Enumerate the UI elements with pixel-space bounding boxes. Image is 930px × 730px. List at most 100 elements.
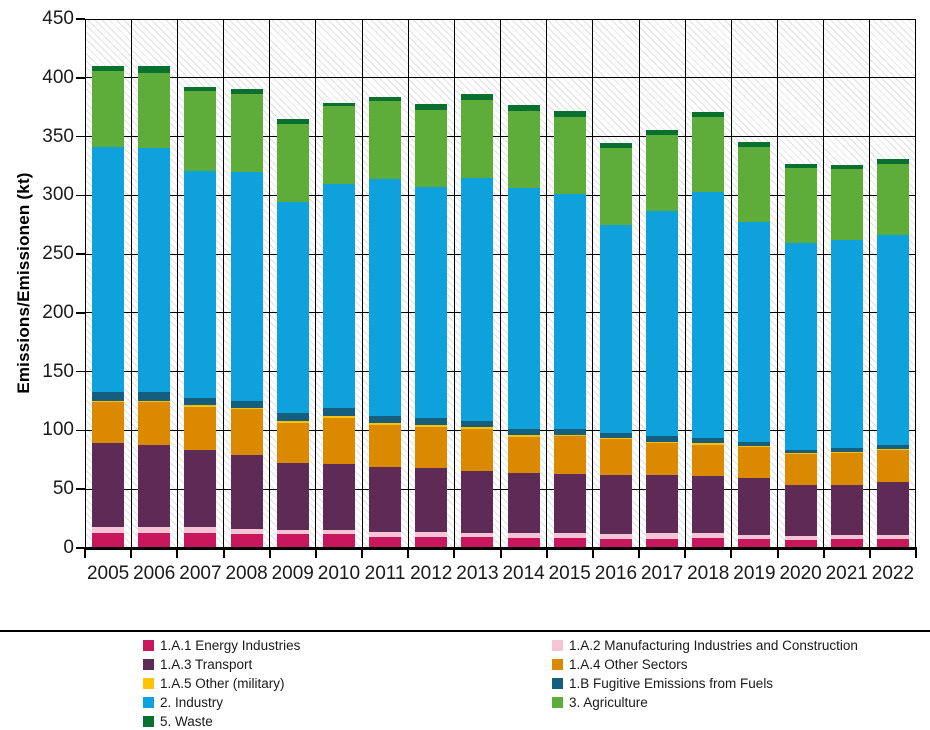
bar-segment [692, 438, 725, 443]
x-axis-tick [176, 549, 179, 558]
bar-segment [276, 534, 309, 548]
bar-segment [692, 191, 725, 439]
y-tick-label: 150 [42, 360, 74, 382]
x-tick-label: 2012 [410, 563, 453, 584]
bar-segment [784, 449, 817, 453]
bar-segment [784, 539, 817, 548]
vertical-gridline [453, 19, 455, 548]
bar-2005 [92, 65, 125, 548]
bar-segment [461, 426, 494, 429]
vertical-gridline [823, 19, 825, 548]
bar-2022 [876, 158, 909, 548]
bar-segment [507, 435, 540, 437]
bar-2014 [507, 105, 540, 548]
bar-2016 [599, 142, 632, 548]
bar-segment [184, 526, 217, 533]
bar-2019 [738, 141, 771, 548]
vertical-gridline [130, 19, 132, 548]
bar-segment [276, 422, 309, 464]
legend-label: 2. Industry [160, 695, 224, 710]
bar-segment [738, 446, 771, 479]
bar-segment [369, 425, 402, 467]
x-tick-label: 2011 [364, 563, 406, 584]
bar-segment [184, 90, 217, 171]
x-axis-tick [591, 549, 594, 558]
bar-segment [92, 443, 125, 528]
legend-item: 1.A.3 Transport [143, 655, 252, 674]
vertical-gridline [592, 19, 594, 548]
vertical-gridline [407, 19, 409, 548]
x-tick-label: 2017 [640, 563, 684, 584]
vertical-gridline [361, 19, 363, 548]
x-axis-tick [730, 549, 733, 558]
x-tick-label: 2007 [179, 563, 222, 584]
legend-swatch [143, 678, 154, 689]
x-axis-tick [268, 549, 271, 558]
x-axis-tick [868, 549, 871, 558]
bar-segment [738, 445, 771, 447]
bar-2010 [322, 102, 355, 548]
y-tick-label: 50 [52, 478, 74, 500]
y-axis-tick [76, 77, 85, 79]
bar-segment [830, 484, 863, 536]
legend-item: 3. Agriculture [552, 693, 648, 712]
bar-segment [599, 437, 632, 439]
bar-2015 [553, 111, 586, 548]
bar-segment [553, 111, 586, 118]
x-axis-tick [545, 549, 548, 558]
bar-segment [692, 476, 725, 533]
bar-segment [276, 119, 309, 125]
bar-segment [876, 234, 909, 446]
y-axis-tick [76, 253, 85, 255]
bar-segment [322, 534, 355, 548]
bar-segment [369, 415, 402, 424]
y-axis-tick [76, 547, 85, 549]
y-tick-label: 300 [42, 184, 74, 206]
vertical-gridline [500, 19, 501, 548]
bar-segment [646, 538, 679, 548]
bar-segment [461, 94, 494, 100]
legend-item: 2. Industry [143, 693, 223, 712]
bar-segment [230, 89, 263, 94]
bar-segment [738, 141, 771, 147]
bar-segment [461, 532, 494, 538]
bar-segment [599, 533, 632, 539]
bar-segment [184, 87, 217, 91]
x-tick-label: 2015 [548, 563, 591, 584]
bar-segment [646, 134, 679, 211]
bar-segment [184, 405, 217, 407]
bar-segment [830, 535, 863, 540]
bar-segment [230, 409, 263, 456]
bar-segment [507, 436, 540, 474]
bar-segment [876, 534, 909, 540]
bar-segment [322, 184, 355, 408]
bar-segment [415, 417, 448, 426]
bar-2011 [369, 96, 402, 548]
legend-label: 3. Agriculture [569, 695, 648, 710]
x-axis-tick [915, 549, 917, 558]
bar-segment [92, 65, 125, 71]
bar-segment [738, 478, 771, 535]
y-axis-tick [76, 135, 85, 138]
vertical-gridline [269, 19, 271, 548]
bar-2013 [461, 94, 494, 548]
x-tick-label: 2008 [225, 563, 268, 584]
bar-segment [738, 534, 771, 539]
bar-segment [646, 441, 679, 444]
legend-label: 1.A.3 Transport [160, 657, 253, 672]
x-tick-label: 2013 [456, 563, 499, 584]
legend-item: 1.A.5 Other (military) [143, 674, 285, 693]
bar-2007 [184, 87, 217, 548]
bar-segment [415, 104, 448, 110]
bar-segment [553, 194, 586, 430]
bar-segment [461, 99, 494, 178]
bar-segment [784, 452, 817, 454]
bar-segment [138, 532, 171, 548]
x-axis-tick [222, 549, 225, 558]
legend-swatch [143, 716, 154, 727]
bar-segment [230, 455, 263, 529]
bar-segment [646, 435, 679, 442]
x-axis-tick [499, 549, 502, 558]
bar-segment [876, 163, 909, 235]
bar-segment [507, 538, 540, 548]
